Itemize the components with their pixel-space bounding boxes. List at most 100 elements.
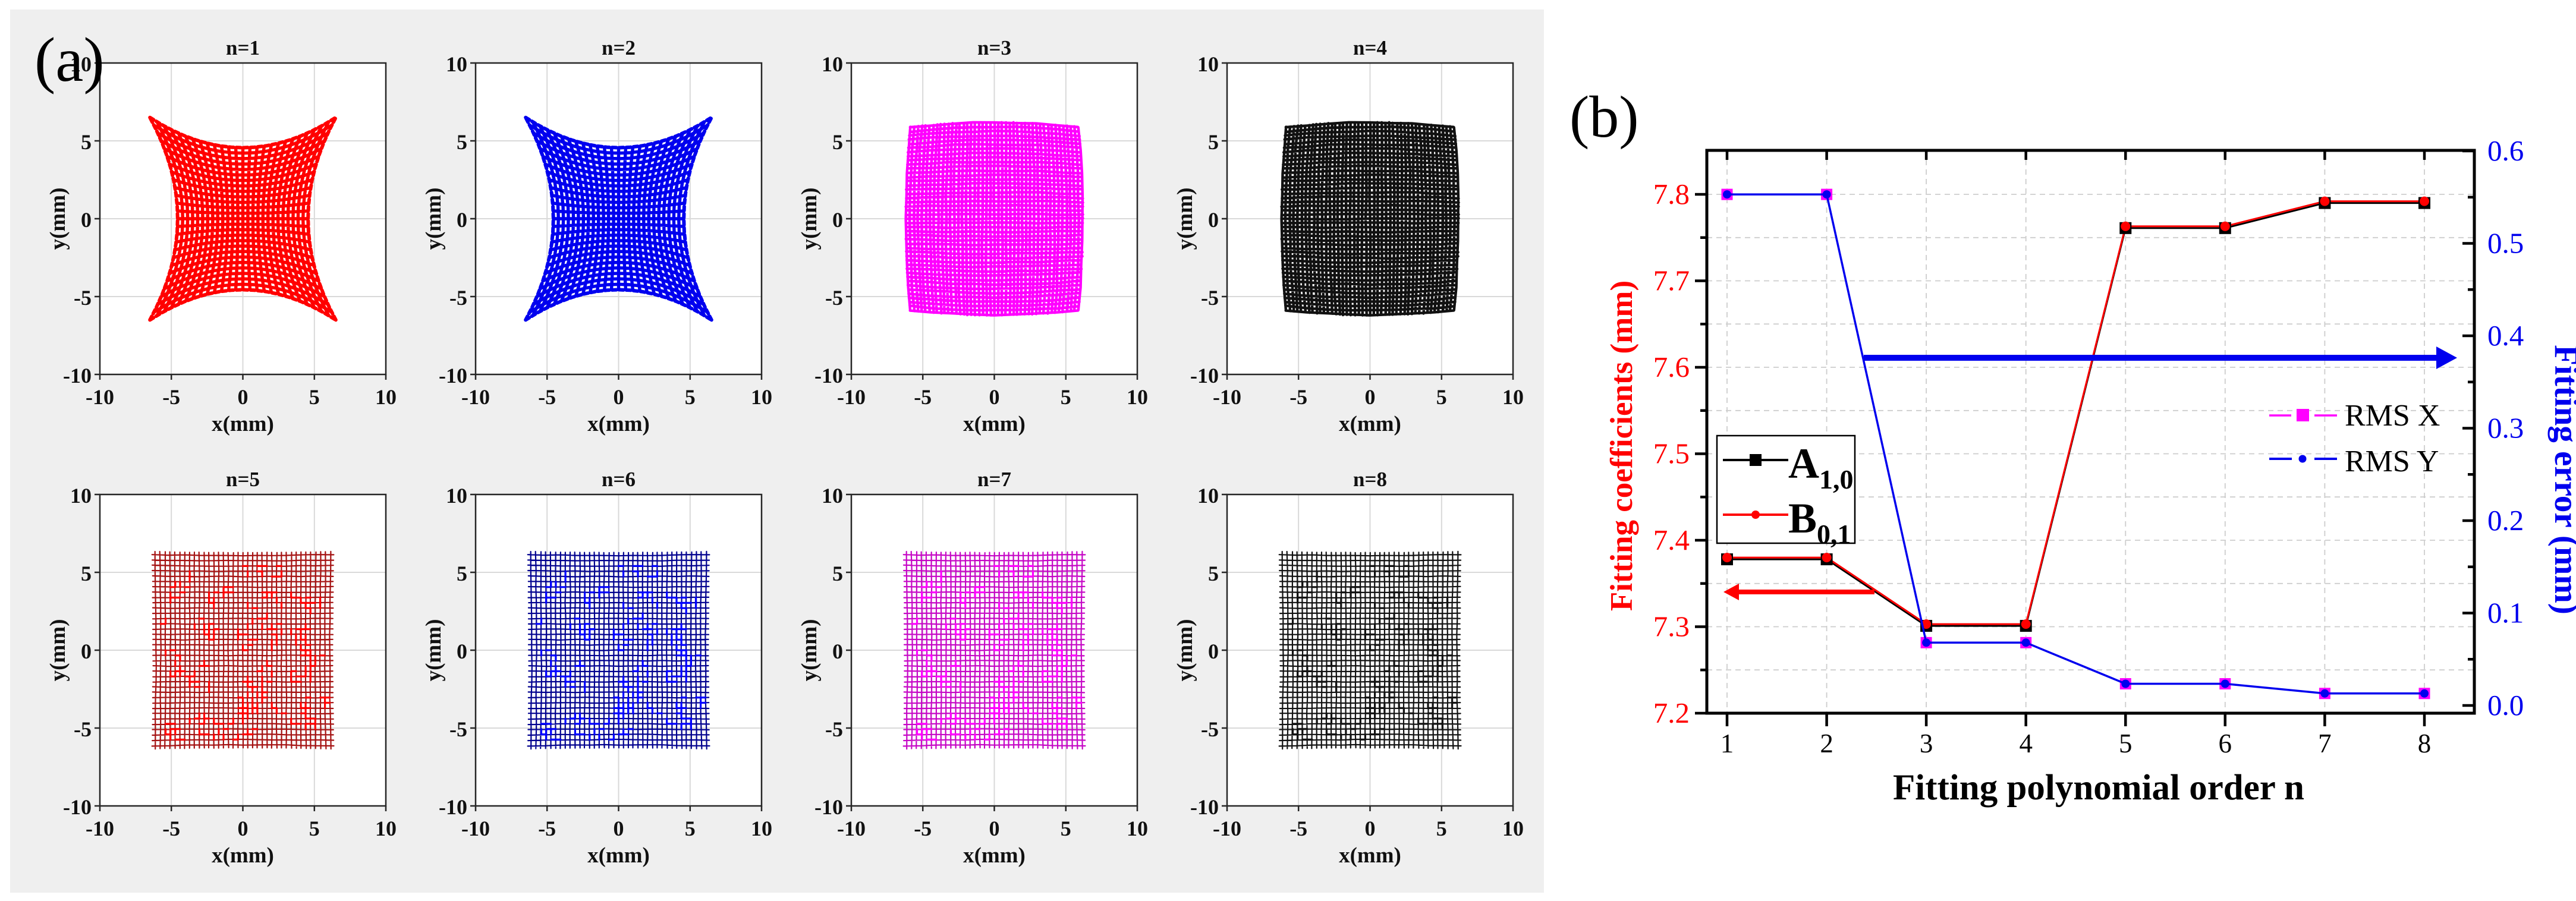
svg-text:-10: -10: [814, 364, 843, 388]
svg-text:0: 0: [614, 817, 624, 840]
svg-text:x(mm): x(mm): [963, 843, 1026, 868]
svg-text:-10: -10: [814, 795, 843, 819]
svg-text:5: 5: [2119, 729, 2132, 758]
svg-text:0: 0: [457, 639, 467, 663]
svg-text:0.3: 0.3: [2487, 412, 2524, 445]
svg-text:5: 5: [685, 385, 696, 409]
svg-text:10: 10: [1127, 817, 1148, 840]
svg-text:3: 3: [1920, 729, 1933, 758]
svg-text:0: 0: [832, 639, 843, 663]
svg-text:Fitting polynomial order n: Fitting polynomial order n: [1893, 768, 2304, 808]
svg-text:10: 10: [751, 385, 772, 409]
svg-text:-10: -10: [63, 364, 92, 388]
svg-text:7.6: 7.6: [1653, 351, 1690, 383]
svg-text:10: 10: [1197, 52, 1219, 76]
svg-text:5: 5: [685, 817, 696, 840]
svg-text:-10: -10: [1190, 364, 1219, 388]
svg-text:-5: -5: [449, 717, 467, 741]
svg-text:n=6: n=6: [602, 468, 636, 491]
svg-text:10: 10: [1127, 385, 1148, 409]
svg-text:6: 6: [2219, 729, 2232, 758]
svg-text:-10: -10: [439, 364, 467, 388]
svg-text:-5: -5: [162, 817, 180, 840]
svg-text:-5: -5: [1289, 385, 1307, 409]
svg-text:0: 0: [81, 208, 92, 232]
svg-text:x(mm): x(mm): [1339, 843, 1401, 868]
svg-text:-10: -10: [1213, 817, 1241, 840]
svg-text:-10: -10: [461, 817, 490, 840]
svg-text:-5: -5: [825, 286, 843, 310]
svg-text:5: 5: [457, 562, 467, 585]
svg-text:Fitting error (mm): Fitting error (mm): [2547, 345, 2576, 615]
svg-text:7.4: 7.4: [1653, 524, 1690, 556]
svg-text:2: 2: [1820, 729, 1833, 758]
svg-text:10: 10: [70, 52, 92, 76]
svg-text:RMS X: RMS X: [2345, 399, 2440, 433]
svg-text:0.0: 0.0: [2487, 689, 2524, 722]
svg-text:Fitting coefficients (mm): Fitting coefficients (mm): [1605, 281, 1639, 611]
svg-text:0.5: 0.5: [2487, 227, 2524, 260]
svg-text:-10: -10: [86, 385, 114, 409]
svg-text:0: 0: [1365, 817, 1376, 840]
svg-text:-5: -5: [1201, 717, 1219, 741]
svg-text:x(mm): x(mm): [587, 843, 650, 868]
svg-text:-5: -5: [162, 385, 180, 409]
svg-text:0.1: 0.1: [2487, 597, 2524, 629]
svg-text:5: 5: [832, 562, 843, 585]
svg-text:(b): (b): [1569, 84, 1639, 150]
svg-text:y(mm): y(mm): [797, 619, 822, 682]
svg-text:0: 0: [614, 385, 624, 409]
svg-text:5: 5: [1208, 562, 1219, 585]
svg-text:0: 0: [81, 639, 92, 663]
svg-text:10: 10: [1502, 385, 1524, 409]
svg-text:0.2: 0.2: [2487, 504, 2524, 537]
svg-text:-5: -5: [825, 717, 843, 741]
svg-text:n=3: n=3: [977, 36, 1011, 59]
svg-text:-10: -10: [439, 795, 467, 819]
svg-text:x(mm): x(mm): [963, 412, 1026, 436]
svg-text:10: 10: [822, 52, 843, 76]
svg-text:7.7: 7.7: [1653, 264, 1690, 297]
svg-text:y(mm): y(mm): [46, 188, 70, 250]
svg-text:RMS Y: RMS Y: [2345, 445, 2439, 478]
svg-text:y(mm): y(mm): [46, 619, 70, 682]
svg-text:10: 10: [1502, 817, 1524, 840]
svg-text:0: 0: [457, 208, 467, 232]
svg-text:10: 10: [375, 385, 397, 409]
svg-text:0.4: 0.4: [2487, 319, 2524, 352]
svg-text:x(mm): x(mm): [587, 412, 650, 436]
svg-text:7.8: 7.8: [1653, 178, 1690, 210]
svg-text:10: 10: [70, 484, 92, 508]
svg-text:x(mm): x(mm): [212, 412, 274, 436]
svg-text:-10: -10: [1213, 385, 1241, 409]
svg-text:1: 1: [1721, 729, 1734, 758]
svg-text:-5: -5: [74, 286, 92, 310]
svg-text:-10: -10: [63, 795, 92, 819]
svg-text:10: 10: [751, 817, 772, 840]
svg-text:0: 0: [832, 208, 843, 232]
svg-text:-5: -5: [449, 286, 467, 310]
svg-text:-5: -5: [1201, 286, 1219, 310]
svg-text:5: 5: [1208, 130, 1219, 154]
svg-text:-5: -5: [914, 385, 932, 409]
svg-text:n=8: n=8: [1353, 468, 1387, 491]
svg-text:y(mm): y(mm): [1173, 619, 1197, 682]
svg-text:5: 5: [457, 130, 467, 154]
svg-text:-5: -5: [914, 817, 932, 840]
svg-text:0: 0: [1208, 639, 1219, 663]
svg-text:7: 7: [2318, 729, 2332, 758]
svg-text:-10: -10: [86, 817, 114, 840]
svg-text:5: 5: [1436, 817, 1447, 840]
svg-text:0.6: 0.6: [2487, 134, 2524, 167]
svg-text:0: 0: [989, 385, 1000, 409]
svg-text:-10: -10: [1190, 795, 1219, 819]
svg-text:-5: -5: [538, 817, 556, 840]
svg-text:5: 5: [81, 130, 92, 154]
svg-text:-10: -10: [461, 385, 490, 409]
svg-text:y(mm): y(mm): [1173, 188, 1197, 250]
svg-text:-5: -5: [538, 385, 556, 409]
svg-text:0: 0: [238, 385, 249, 409]
svg-text:5: 5: [832, 130, 843, 154]
svg-text:5: 5: [1061, 817, 1071, 840]
svg-text:10: 10: [1197, 484, 1219, 508]
